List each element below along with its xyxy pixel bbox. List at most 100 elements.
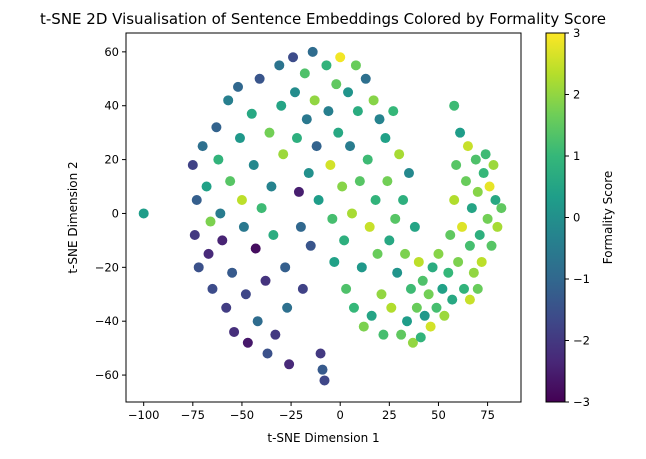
scatter-point xyxy=(392,267,403,278)
scatter-point xyxy=(254,73,265,84)
scatter-point xyxy=(313,194,324,205)
scatter-point xyxy=(464,240,475,251)
scatter-point xyxy=(348,302,359,313)
scatter-point xyxy=(329,256,340,267)
colorbar-tick-label: 3 xyxy=(573,26,580,40)
scatter-point xyxy=(215,208,226,219)
scatter-point xyxy=(242,337,253,348)
scatter-point xyxy=(386,302,397,313)
x-axis-label: t-SNE Dimension 1 xyxy=(267,431,379,445)
scatter-point xyxy=(256,203,267,214)
scatter-point xyxy=(447,294,458,305)
scatter-point xyxy=(360,73,371,84)
scatter-point xyxy=(280,262,291,273)
scatter-point xyxy=(374,114,385,125)
scatter-point xyxy=(437,283,448,294)
scatter-point xyxy=(227,267,238,278)
scatter-point xyxy=(262,348,273,359)
scatter-point xyxy=(415,332,426,343)
scatter-point xyxy=(225,176,236,187)
scatter-point xyxy=(370,194,381,205)
scatter-point xyxy=(445,230,456,241)
scatter-point xyxy=(400,248,411,259)
colorbar-axis: −3 −2 −1 0 1 2 3 xyxy=(565,26,590,409)
scatter-point xyxy=(282,302,293,313)
scatter-point xyxy=(345,141,356,152)
scatter-point xyxy=(189,230,200,241)
scatter-point xyxy=(233,81,244,92)
scatter-point xyxy=(358,321,369,332)
scatter-point xyxy=(455,127,466,138)
scatter-point xyxy=(205,216,216,227)
scatter-point xyxy=(425,321,436,332)
scatter-point xyxy=(278,149,289,160)
y-axis: −60 −40 −20 0 20 40 60 xyxy=(95,45,126,382)
scatter-point xyxy=(356,262,367,273)
scatter-point xyxy=(191,194,202,205)
x-axis: −100 −75 −50 −25 0 25 50 75 xyxy=(128,402,495,422)
scatter-point xyxy=(396,329,407,340)
scatter-point xyxy=(372,248,383,259)
scatter-point xyxy=(411,302,422,313)
scatter-point xyxy=(217,235,228,246)
scatter-point xyxy=(246,108,257,119)
y-tick-label: 60 xyxy=(104,45,119,59)
scatter-point xyxy=(250,243,261,254)
scatter-point xyxy=(290,87,301,98)
scatter-point xyxy=(207,283,218,294)
scatter-point xyxy=(138,208,149,219)
scatter-point xyxy=(460,176,471,187)
scatter-point xyxy=(223,95,234,106)
scatter-point xyxy=(409,221,420,232)
colorbar-tick-label: 0 xyxy=(573,211,580,225)
y-tick-label: 20 xyxy=(104,153,119,167)
scatter-point xyxy=(472,186,483,197)
scatter-point xyxy=(309,95,320,106)
scatter-point xyxy=(364,221,375,232)
scatter-point xyxy=(293,186,304,197)
y-tick-label: 40 xyxy=(104,99,119,113)
scatter-point xyxy=(297,283,308,294)
scatter-point xyxy=(484,181,495,192)
scatter-point xyxy=(403,168,414,179)
y-tick-label: −20 xyxy=(95,260,119,274)
scatter-point xyxy=(303,168,314,179)
scatter-point xyxy=(462,141,473,152)
scatter-point xyxy=(413,256,424,267)
scatter-point xyxy=(201,181,212,192)
scatter-point xyxy=(236,194,247,205)
scatter-point xyxy=(472,283,483,294)
scatter-point xyxy=(264,127,275,138)
colorbar-tick-label: −3 xyxy=(573,395,590,409)
x-tick-label: 50 xyxy=(431,408,446,422)
scatter-point xyxy=(398,194,409,205)
scatter-point xyxy=(470,154,481,165)
scatter-point xyxy=(268,230,279,241)
scatter-point xyxy=(362,154,373,165)
scatter-point xyxy=(331,79,342,90)
scatter-point xyxy=(288,52,299,63)
scatter-point xyxy=(407,337,418,348)
scatter-point xyxy=(270,329,281,340)
colorbar-tick-label: 1 xyxy=(573,149,580,163)
scatter-point xyxy=(221,302,232,313)
scatter-point xyxy=(321,60,332,71)
scatter-point xyxy=(451,159,462,170)
scatter-point xyxy=(423,289,434,300)
colorbar xyxy=(545,32,566,403)
scatter-point xyxy=(464,294,475,305)
scatter-point xyxy=(307,46,318,57)
x-tick-label: −100 xyxy=(128,408,160,422)
scatter-point xyxy=(315,348,326,359)
scatter-point xyxy=(459,283,470,294)
x-tick-label: 0 xyxy=(337,408,344,422)
y-axis-label: t-SNE Dimension 2 xyxy=(66,161,80,273)
scatter-point xyxy=(248,159,259,170)
x-tick-label: −50 xyxy=(230,408,254,422)
x-tick-label: 75 xyxy=(480,408,495,422)
scatter-points xyxy=(138,46,507,386)
scatter-point xyxy=(390,213,401,224)
scatter-point xyxy=(317,364,328,375)
y-tick-label: −60 xyxy=(95,368,119,382)
scatter-point xyxy=(476,256,487,267)
